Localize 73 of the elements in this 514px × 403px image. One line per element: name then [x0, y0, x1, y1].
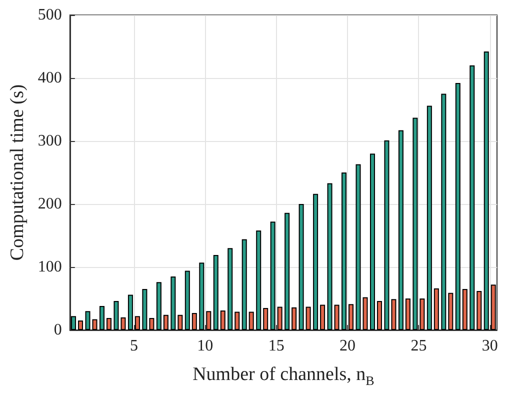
- bar: [256, 230, 262, 330]
- bar: [199, 262, 204, 330]
- y-tick-label: 200: [38, 196, 62, 212]
- bar: [170, 276, 176, 330]
- bar: [376, 301, 382, 330]
- x-tick-label: 25: [410, 338, 427, 354]
- y-tick-label: 100: [38, 258, 62, 276]
- y-tick-label: 0: [54, 322, 62, 338]
- bar: [248, 312, 254, 330]
- bar: [470, 65, 475, 330]
- bar: [356, 164, 361, 330]
- bar: [448, 292, 454, 330]
- x-tick-label: 30: [482, 338, 498, 354]
- bar: [455, 83, 460, 330]
- x-tick-label: 20: [340, 338, 356, 354]
- bar: [206, 311, 212, 330]
- bar: [484, 52, 489, 330]
- x-tick-label: 15: [268, 338, 284, 354]
- y-tick-label: 500: [38, 6, 62, 24]
- bar: [213, 255, 218, 330]
- bar: [342, 172, 347, 330]
- bar: [284, 212, 290, 330]
- bar: [114, 301, 119, 330]
- bar: [192, 312, 197, 330]
- bar: [78, 320, 84, 330]
- bar: [298, 204, 304, 330]
- bar: [420, 298, 425, 330]
- x-tick-label: 10: [197, 338, 214, 354]
- bar: [348, 304, 354, 330]
- bar: [270, 222, 276, 330]
- bar: [327, 183, 332, 330]
- bar: [106, 318, 112, 330]
- bar: [263, 308, 268, 330]
- bar: [85, 311, 90, 330]
- bar: [71, 316, 76, 330]
- bar: [228, 248, 233, 330]
- bar: [426, 106, 432, 330]
- bar: [242, 239, 247, 330]
- bar: [120, 317, 126, 330]
- bar: [462, 289, 468, 330]
- bar: [92, 319, 98, 330]
- bar: [391, 299, 396, 330]
- bar: [292, 307, 297, 330]
- bar: [434, 288, 439, 330]
- bar: [156, 282, 162, 330]
- bar: [384, 140, 390, 330]
- bar: [476, 290, 482, 330]
- y-tick-label: 300: [38, 132, 62, 150]
- bar: [405, 298, 410, 330]
- bar: [220, 310, 226, 330]
- bar: [441, 94, 446, 330]
- bar: [99, 306, 104, 330]
- bar: [277, 306, 282, 330]
- bar: [412, 118, 418, 330]
- bar: [490, 284, 496, 330]
- y-axis-title: Computational time (s): [7, 84, 28, 261]
- bar: [398, 130, 404, 330]
- bar: [362, 297, 368, 330]
- bar: [142, 289, 148, 330]
- bar: [178, 314, 183, 330]
- x-tick-label: 5: [130, 338, 138, 354]
- bar: [149, 318, 154, 330]
- bar: [163, 314, 168, 330]
- bar: [320, 304, 326, 330]
- bar: [128, 294, 133, 330]
- bar: [234, 312, 240, 330]
- bar: [184, 270, 190, 330]
- bar: [370, 154, 375, 330]
- bar: [306, 306, 311, 330]
- bar: [334, 304, 340, 330]
- y-tick-label: 400: [38, 70, 62, 86]
- bar: [313, 194, 318, 330]
- bar: [134, 316, 140, 330]
